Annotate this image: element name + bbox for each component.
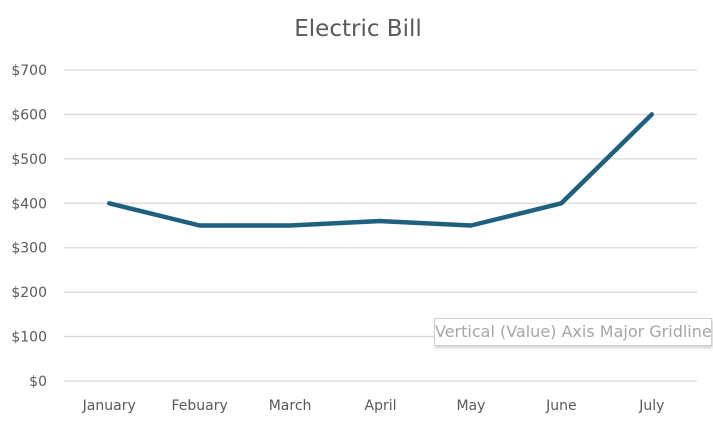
- x-tick-label: January: [82, 398, 136, 414]
- y-tick-label: $600: [11, 107, 47, 123]
- x-axis-tick-labels: January Febuary March April May June July: [82, 398, 665, 414]
- y-tick-label: $300: [11, 241, 47, 257]
- y-tick-label: $400: [11, 196, 47, 212]
- series-line[interactable]: [106, 112, 655, 228]
- x-tick-label: May: [456, 398, 485, 414]
- y-tick-label: $500: [11, 152, 47, 168]
- y-tick-label: $700: [11, 63, 47, 79]
- y-tick-label: $0: [29, 374, 47, 390]
- x-tick-label: Febuary: [172, 398, 228, 414]
- x-tick-label: April: [365, 398, 397, 414]
- x-tick-label: July: [638, 398, 664, 414]
- y-tick-label: $200: [11, 285, 47, 301]
- gridlines[interactable]: [64, 69, 697, 382]
- y-axis-tick-labels: $0 $100 $200 $300 $400 $500 $600 $700: [11, 63, 47, 390]
- y-tick-label: $100: [11, 330, 47, 346]
- tooltip-text: Vertical (Value) Axis Major Gridlines: [435, 322, 712, 341]
- gridlines-tooltip: Vertical (Value) Axis Major Gridlines: [434, 318, 712, 346]
- x-tick-label: March: [269, 398, 312, 414]
- chart-title: Electric Bill: [294, 16, 422, 42]
- series-layer: [106, 112, 655, 228]
- x-tick-label: June: [545, 398, 577, 414]
